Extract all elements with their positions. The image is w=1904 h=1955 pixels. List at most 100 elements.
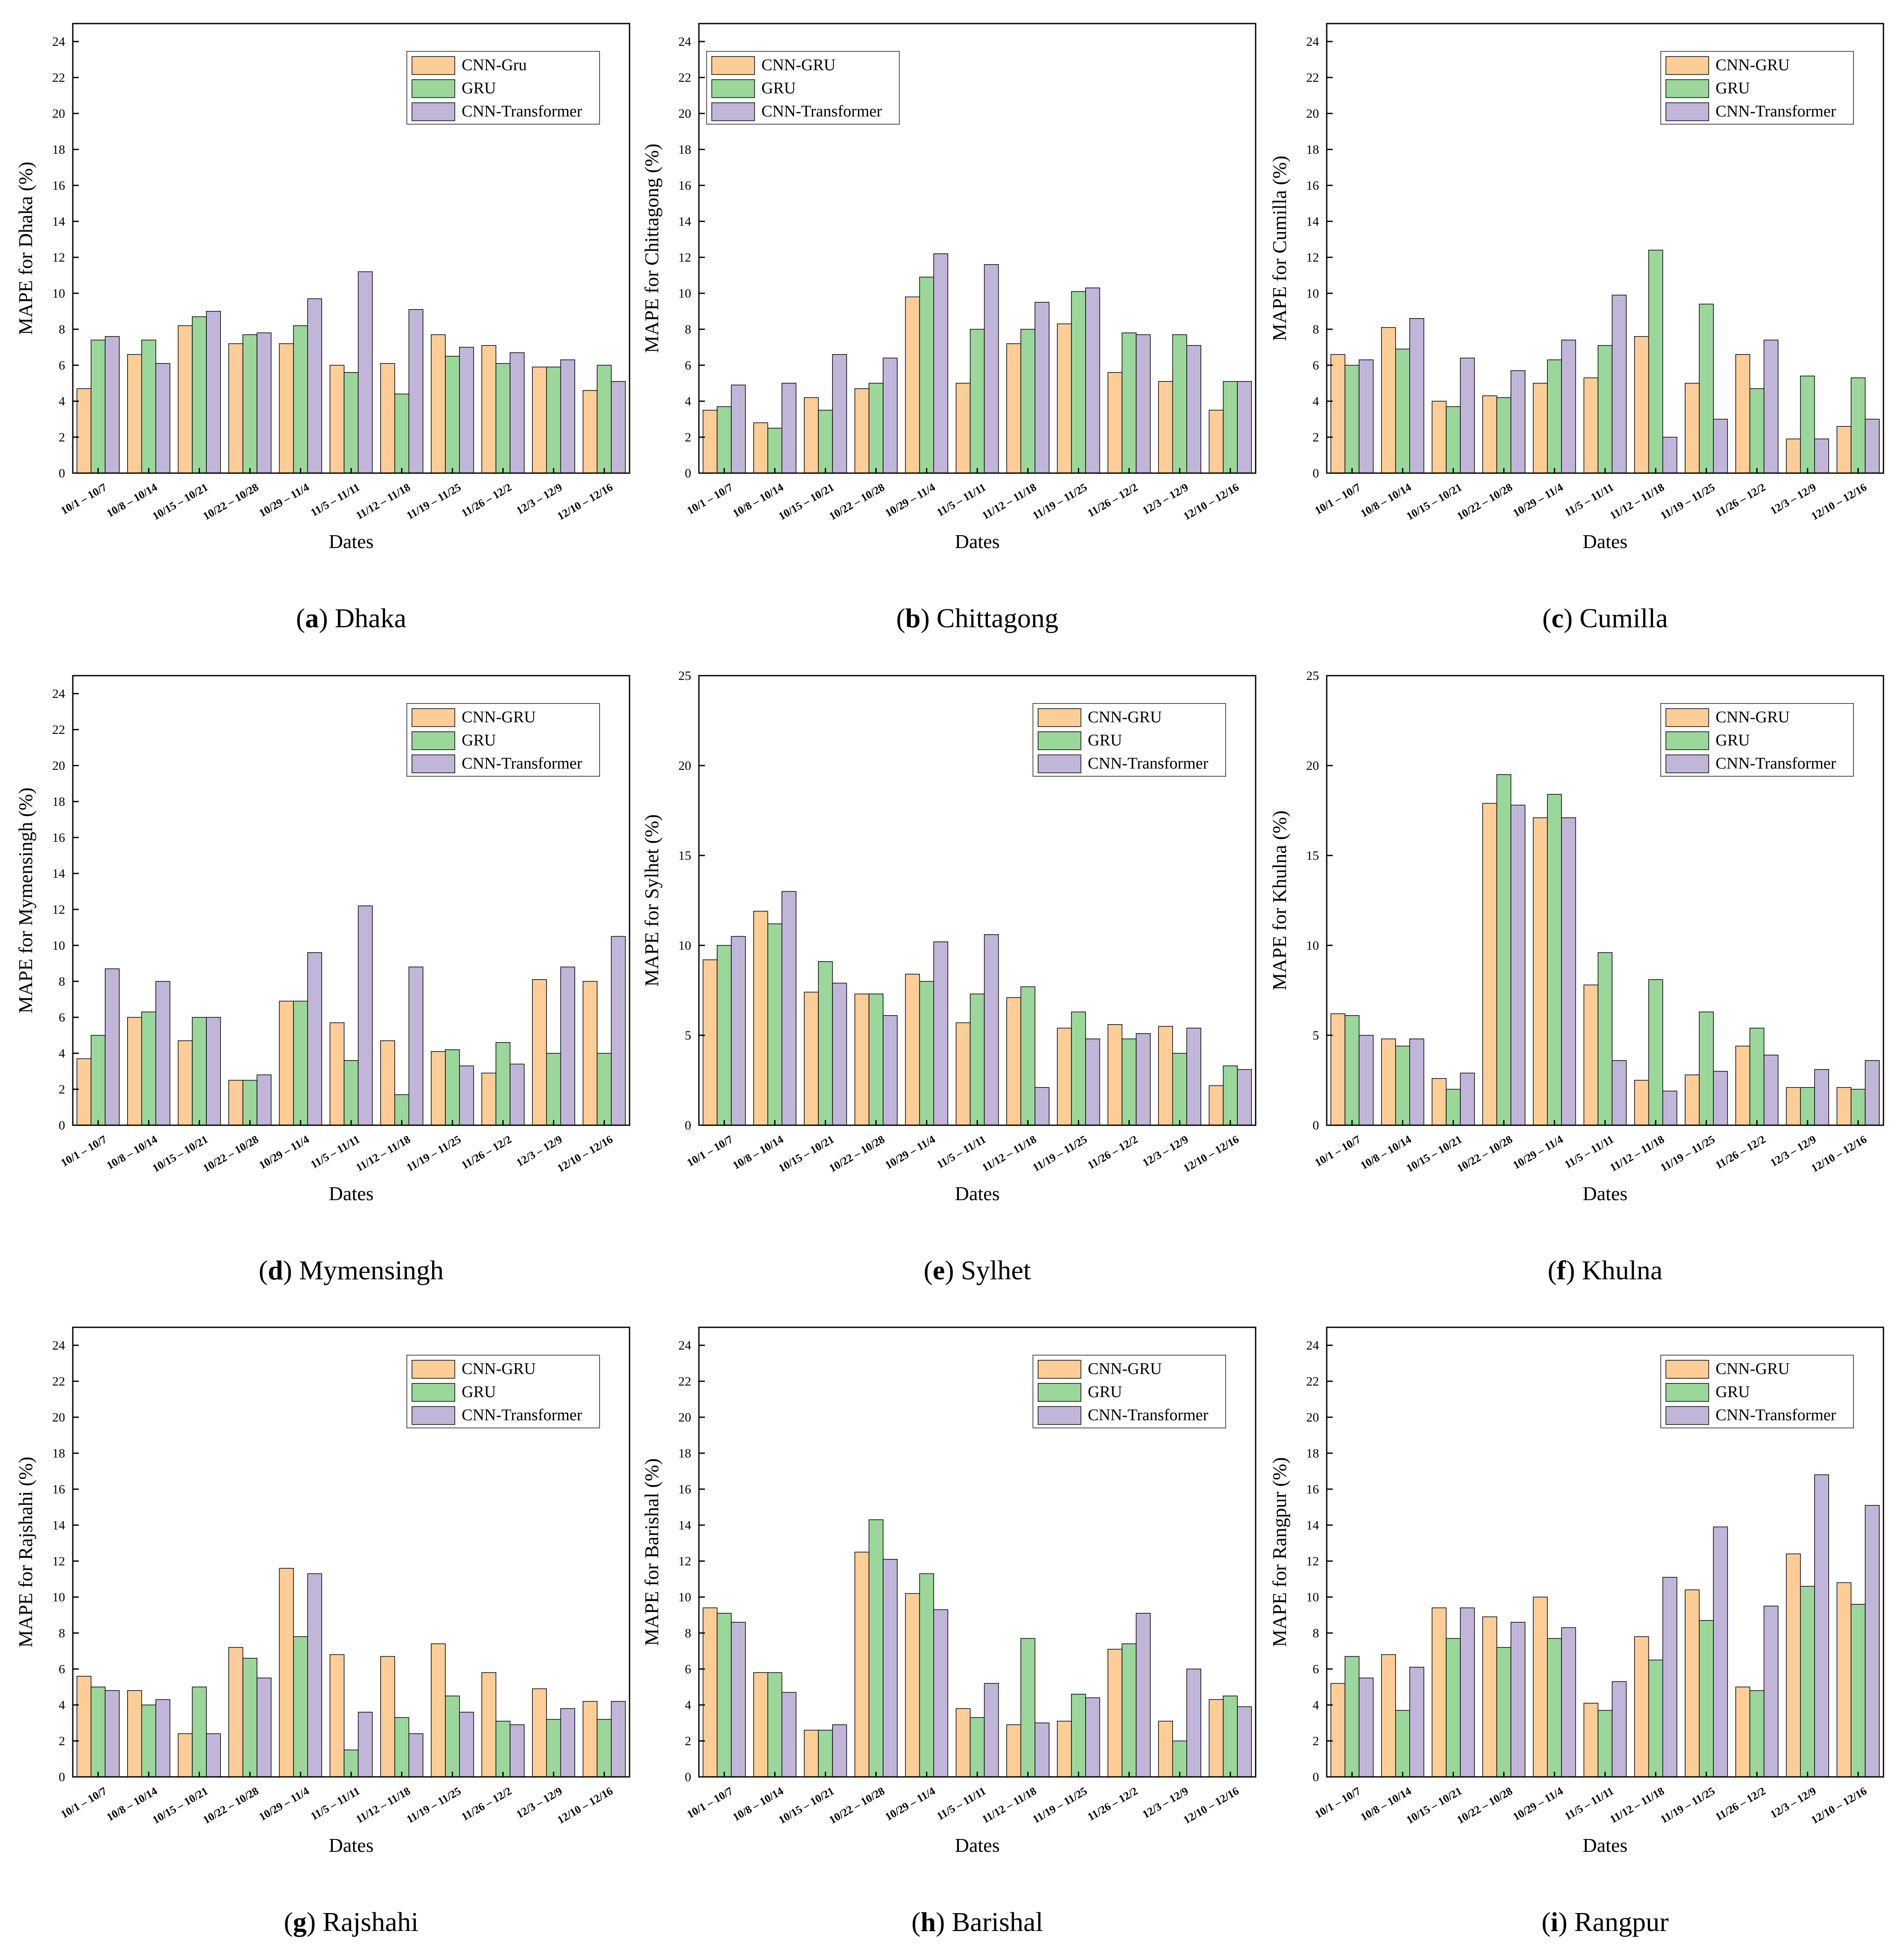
bar-cnn-gru-11 [582, 981, 598, 1126]
bar-cnn-transformer-1 [104, 968, 120, 1126]
bar-cnn-gru-6 [329, 1022, 345, 1126]
bar-gru-10 [1172, 1053, 1187, 1126]
bar-cnn-gru-4 [1482, 1616, 1497, 1777]
bar-cnn-gru-5 [905, 974, 920, 1126]
bar-gru-1 [1344, 1015, 1360, 1126]
legend-label: CNN-Transformer [1088, 1406, 1209, 1424]
caption-city: Rajshahi [322, 1907, 418, 1937]
y-tick-label: 6 [1313, 358, 1319, 373]
x-tick-label: 11/5 – 11/11 [934, 481, 988, 519]
bar-cnn-transformer-7 [1034, 1087, 1050, 1126]
bar-gru-10 [1800, 376, 1815, 474]
x-tick-label: 10/29 – 11/4 [883, 481, 937, 519]
bar-cnn-transformer-9 [1764, 340, 1779, 474]
caption-paren: ( [1548, 1255, 1557, 1285]
panel-caption: (e) Sylhet [924, 1255, 1031, 1285]
y-tick-label: 4 [59, 1046, 65, 1061]
caption-city: Rangpur [1574, 1907, 1668, 1937]
bar-gru-6 [970, 329, 985, 474]
legend-swatch-cnn-gru [1038, 1360, 1081, 1379]
bar-gru-10 [546, 367, 561, 474]
y-tick-label: 24 [678, 35, 691, 49]
x-tick-label: 11/12 – 11/18 [1608, 1785, 1666, 1826]
legend-label: CNN-Gru [462, 56, 527, 74]
legend-label: CNN-Transformer [462, 1406, 582, 1424]
y-tick-label: 0 [59, 466, 65, 480]
bar-cnn-gru-11 [582, 1701, 598, 1777]
y-tick-label: 24 [52, 687, 65, 701]
bar-cnn-transformer-1 [731, 384, 746, 474]
y-tick-label: 20 [52, 1410, 65, 1425]
bar-cnn-gru-11 [1836, 1582, 1852, 1777]
bar-cnn-gru-8 [1685, 383, 1700, 474]
panel-caption: (i) Rangpur [1542, 1907, 1669, 1937]
bar-cnn-transformer-11 [1865, 1060, 1880, 1126]
y-tick-label: 22 [1306, 1374, 1319, 1389]
y-tick-label: 18 [1306, 1446, 1319, 1460]
legend: CNN-GRU GRU CNN-Transformer [1033, 703, 1226, 777]
x-tick-label: 11/19 – 11/25 [1658, 481, 1717, 522]
bar-cnn-transformer-5 [1561, 817, 1576, 1126]
bar-cnn-transformer-8 [1085, 1038, 1100, 1126]
y-tick-label: 10 [1306, 286, 1319, 301]
bar-cnn-gru-10 [532, 1688, 547, 1777]
caption-paren: ( [911, 1907, 920, 1937]
bar-cnn-gru-1 [702, 959, 718, 1126]
bar-cnn-gru-9 [1107, 1649, 1122, 1777]
bar-cnn-transformer-4 [257, 1678, 272, 1777]
bar-cnn-transformer-9 [1764, 1055, 1779, 1126]
panel-caption: (h) Barishal [911, 1907, 1043, 1937]
caption-paren: ) [921, 603, 937, 633]
y-tick-label: 15 [1306, 849, 1319, 863]
x-tick-label: 10/1 – 10/7 [685, 481, 735, 517]
bar-cnn-transformer-4 [1510, 805, 1525, 1126]
bar-cnn-transformer-9 [1136, 334, 1151, 474]
y-tick-label: 24 [52, 35, 65, 49]
y-tick-label: 22 [678, 1374, 691, 1389]
bar-cnn-gru-2 [127, 1017, 142, 1126]
bar-cnn-gru-9 [1735, 354, 1750, 474]
bar-cnn-gru-6 [955, 1708, 971, 1777]
bar-cnn-transformer-6 [358, 271, 373, 474]
bar-gru-5 [293, 325, 308, 474]
x-tick-label: 12/10 – 12/16 [1181, 1785, 1241, 1826]
bar-cnn-gru-9 [1735, 1687, 1750, 1777]
bar-cnn-transformer-2 [1409, 318, 1424, 474]
bar-cnn-transformer-10 [560, 1708, 575, 1777]
bar-gru-4 [868, 383, 883, 474]
y-tick-label: 10 [678, 1590, 691, 1604]
x-tick-label: 11/12 – 11/18 [354, 481, 412, 522]
bar-cnn-transformer-5 [307, 1573, 322, 1777]
bar-cnn-transformer-6 [1612, 295, 1627, 474]
y-tick-label: 20 [678, 759, 691, 773]
y-tick-label: 6 [59, 1662, 65, 1676]
bar-gru-4 [1496, 1647, 1511, 1777]
bar-gru-11 [1850, 1604, 1866, 1777]
bar-cnn-transformer-8 [1713, 1071, 1728, 1126]
y-tick-label: 4 [685, 1698, 691, 1712]
legend-swatch-gru [412, 79, 455, 98]
bar-gru-6 [343, 1060, 359, 1126]
panel-caption: (d) Mymensingh [259, 1255, 444, 1285]
y-tick-label: 18 [1306, 143, 1319, 157]
y-tick-label: 8 [685, 322, 691, 337]
bar-cnn-gru-8 [431, 1643, 446, 1777]
bar-cnn-transformer-9 [510, 1064, 525, 1126]
bar-cnn-gru-1 [1330, 1013, 1346, 1126]
bar-cnn-gru-4 [1482, 395, 1497, 474]
bar-cnn-gru-9 [1107, 372, 1122, 474]
legend-swatch-cnn-transformer [711, 102, 755, 121]
y-axis-label: MAPE for Cumilla (%) [1268, 155, 1290, 341]
bar-gru-4 [868, 1519, 883, 1777]
y-tick-label: 4 [685, 394, 691, 408]
x-tick-label: 12/10 – 12/16 [555, 1785, 615, 1826]
bar-cnn-transformer-3 [1460, 1073, 1475, 1126]
legend-label: CNN-Transformer [1088, 754, 1209, 772]
y-tick-label: 12 [1306, 250, 1319, 265]
bar-gru-6 [1597, 952, 1613, 1126]
bar-gru-3 [192, 316, 207, 474]
bar-cnn-transformer-5 [307, 298, 322, 474]
y-tick-label: 16 [1306, 1482, 1319, 1496]
